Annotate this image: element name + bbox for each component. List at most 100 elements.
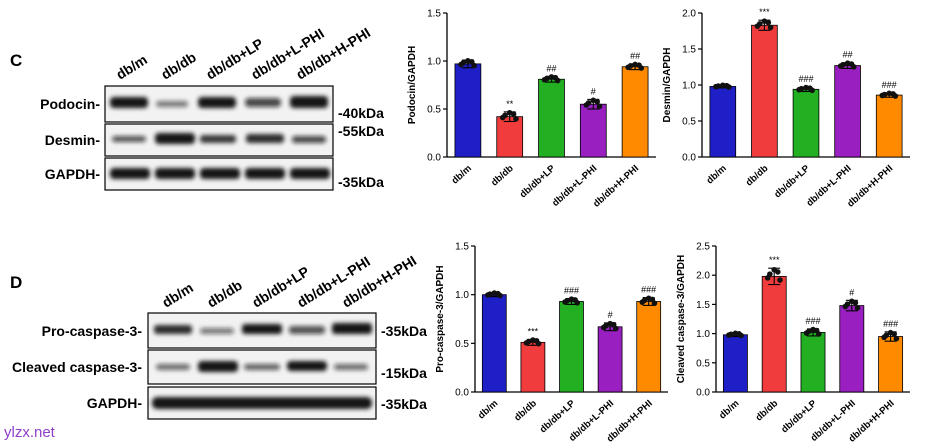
lane-label: db/db bbox=[158, 49, 199, 83]
category-label: db/db+LP bbox=[538, 398, 578, 436]
gapdh-row-label-c: GAPDH- bbox=[45, 166, 101, 182]
y-tick-label: 0.5 bbox=[682, 117, 696, 128]
data-point bbox=[523, 340, 530, 346]
podocin-kda: -40kDa bbox=[338, 105, 384, 121]
y-axis-label: Podocin/GAPDH bbox=[407, 46, 418, 124]
data-point bbox=[541, 76, 548, 83]
significance-label: ## bbox=[843, 50, 853, 60]
category-label: db/db bbox=[744, 163, 771, 189]
podocin-chart: 0.0 0.5 1.0 1.5 Podocin/GAPDH db/m ** db/db ## db… bbox=[407, 9, 656, 210]
panel-d-blot bbox=[147, 312, 377, 420]
lane-label: db/db bbox=[204, 277, 245, 311]
data-point bbox=[796, 86, 802, 93]
y-tick-label: 2.0 bbox=[696, 271, 710, 282]
lane-label: db/m bbox=[159, 279, 196, 310]
bar bbox=[875, 94, 903, 158]
bar bbox=[496, 116, 524, 158]
data-point bbox=[813, 327, 820, 334]
y-tick-label: 1.0 bbox=[455, 290, 469, 301]
data-point bbox=[583, 102, 590, 108]
band bbox=[156, 364, 190, 370]
band bbox=[290, 96, 328, 108]
data-point bbox=[848, 61, 855, 67]
category-label: db/db bbox=[512, 398, 539, 424]
data-point bbox=[610, 321, 617, 328]
data-point bbox=[513, 116, 519, 122]
bar bbox=[579, 103, 607, 158]
data-point bbox=[726, 332, 732, 338]
data-point bbox=[767, 24, 774, 31]
band bbox=[156, 101, 188, 107]
y-tick-label: 1.0 bbox=[682, 81, 696, 92]
band bbox=[112, 136, 146, 142]
y-tick-label: 0.0 bbox=[682, 153, 696, 164]
significance-label: ### bbox=[883, 319, 898, 329]
band bbox=[200, 135, 236, 143]
band bbox=[200, 168, 240, 179]
category-label: db/m bbox=[450, 163, 474, 186]
data-point bbox=[893, 335, 900, 342]
y-axis-label: Pro-caspase-3/GAPDH bbox=[435, 265, 446, 372]
band bbox=[110, 97, 148, 108]
data-point bbox=[803, 330, 810, 336]
gapdh-band-d bbox=[152, 397, 372, 409]
significance-label: ** bbox=[506, 99, 514, 109]
y-tick-label: 0.0 bbox=[696, 388, 710, 399]
cleaved-caspase-row-label: Cleaved caspase-3- bbox=[12, 359, 142, 375]
band bbox=[290, 168, 330, 179]
bar bbox=[538, 78, 565, 158]
panel-c-blot bbox=[104, 85, 334, 191]
desmin-row-label: Desmin- bbox=[45, 132, 101, 148]
pro-caspase-row-label: Pro-caspase-3- bbox=[42, 323, 143, 339]
category-label: db/db+LP bbox=[779, 398, 819, 436]
significance-label: *** bbox=[528, 326, 539, 336]
cleaved-caspase-kda: -15kDa bbox=[381, 365, 427, 381]
data-point bbox=[468, 59, 475, 65]
bar bbox=[761, 275, 787, 393]
data-point bbox=[713, 83, 719, 90]
data-point bbox=[736, 331, 742, 337]
significance-label: ### bbox=[805, 316, 820, 326]
data-point bbox=[764, 275, 771, 281]
cleaved-caspase-3-chart: 0.0 0.5 1.0 1.5 2.0 2.5 Cleaved caspase-3/GAPD… bbox=[676, 242, 910, 445]
significance-label: ### bbox=[798, 74, 813, 84]
bar bbox=[709, 86, 737, 158]
data-point bbox=[649, 296, 656, 303]
gapdh-kda-c: -35kDa bbox=[338, 174, 384, 190]
bar bbox=[636, 301, 662, 393]
data-point bbox=[639, 299, 646, 305]
desmin-chart: 0.0 0.5 1.0 1.5 2.0 Desmin/GAPDH db/m *** db/db #… bbox=[662, 7, 910, 210]
significance-label: # bbox=[608, 310, 613, 320]
category-label: db/m bbox=[717, 398, 741, 421]
data-point bbox=[807, 85, 813, 91]
category-label: db/m bbox=[705, 163, 729, 186]
bar bbox=[722, 334, 748, 393]
band bbox=[242, 324, 282, 334]
watermark: ylzx.net bbox=[4, 424, 55, 441]
data-point bbox=[495, 290, 501, 297]
significance-label: ## bbox=[630, 51, 640, 61]
band bbox=[198, 97, 236, 108]
data-point bbox=[625, 64, 631, 71]
data-point bbox=[572, 297, 578, 303]
bar bbox=[792, 88, 820, 158]
y-tick-label: 0.0 bbox=[427, 153, 441, 164]
data-point bbox=[775, 269, 781, 275]
gapdh-kda-d: -35kDa bbox=[381, 396, 427, 412]
band bbox=[155, 168, 195, 179]
bar bbox=[454, 63, 482, 158]
data-point bbox=[842, 303, 849, 310]
band bbox=[246, 134, 284, 143]
gapdh-row-label-d: GAPDH- bbox=[87, 395, 143, 411]
data-point bbox=[510, 111, 517, 117]
podocin-row-label: Podocin- bbox=[40, 96, 100, 112]
y-tick-label: 2.0 bbox=[682, 9, 696, 20]
band bbox=[287, 361, 327, 371]
y-tick-label: 1.0 bbox=[427, 57, 441, 68]
significance-label: ### bbox=[882, 80, 897, 90]
data-point bbox=[854, 305, 861, 311]
bar bbox=[751, 24, 778, 158]
y-tick-label: 1.5 bbox=[682, 45, 696, 56]
